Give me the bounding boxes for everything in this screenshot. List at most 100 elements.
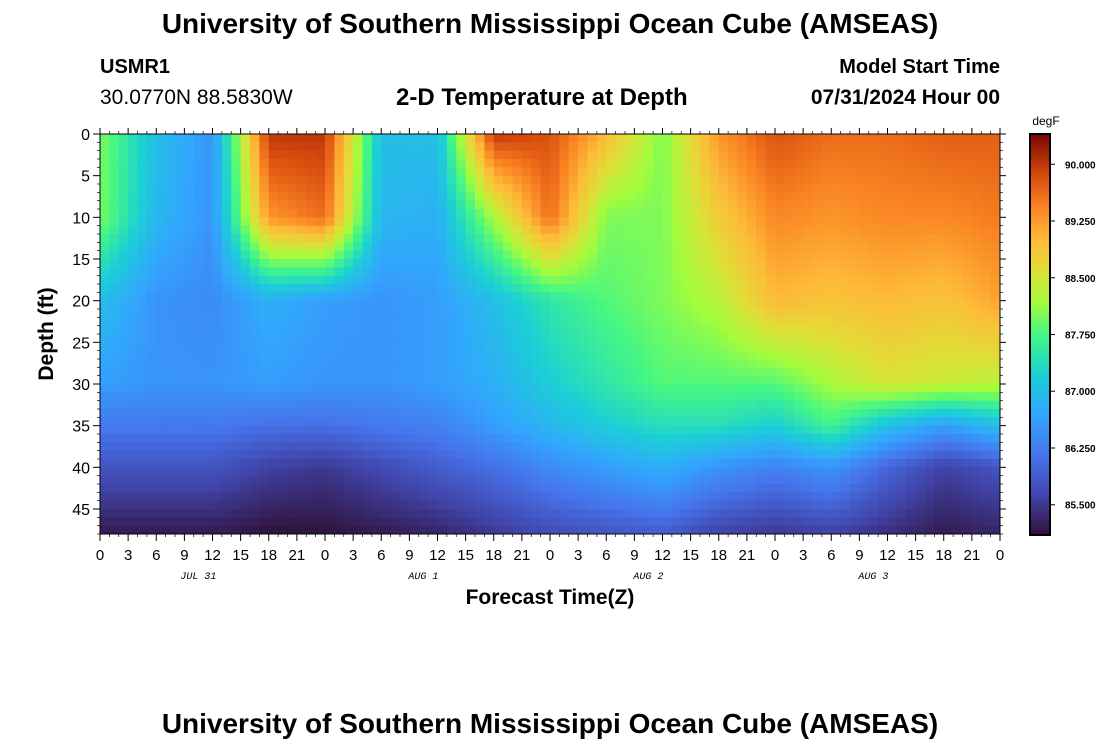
heatmap-cell: [512, 217, 523, 227]
heatmap-cell: [334, 509, 345, 518]
heatmap-cell: [709, 284, 720, 293]
heatmap-cell: [428, 250, 439, 260]
heatmap-cell: [821, 434, 832, 443]
heatmap-cell: [953, 167, 964, 177]
heatmap-cell: [437, 400, 448, 410]
heatmap-cell: [325, 525, 335, 534]
heatmap-cell: [409, 292, 420, 302]
heatmap-cell: [606, 517, 617, 527]
heatmap-cell: [625, 159, 635, 168]
heatmap-cell: [240, 142, 251, 152]
heatmap-cell: [784, 375, 795, 385]
heatmap-cell: [221, 475, 232, 485]
heatmap-cell: [231, 459, 242, 468]
heatmap-cell: [128, 217, 139, 227]
heatmap-cell: [596, 467, 607, 477]
heatmap-cell: [812, 475, 823, 485]
heatmap-cell: [953, 225, 964, 235]
heatmap-cell: [896, 175, 907, 185]
heatmap-cell: [343, 467, 354, 477]
heatmap-cell: [503, 500, 514, 510]
heatmap-cell: [662, 275, 673, 285]
heatmap-cell: [493, 400, 504, 410]
heatmap-cell: [709, 350, 720, 360]
heatmap-cell: [109, 159, 120, 168]
heatmap-cell: [971, 425, 982, 435]
heatmap-cell: [709, 134, 720, 143]
heatmap-cell: [446, 267, 457, 277]
heatmap-cell: [325, 234, 335, 243]
heatmap-cell: [906, 275, 917, 285]
heatmap-cell: [662, 500, 673, 510]
heatmap-cell: [850, 425, 860, 435]
heatmap-cell: [596, 325, 607, 335]
heatmap-cell: [287, 475, 298, 485]
heatmap-cell: [193, 175, 204, 185]
heatmap-cell: [493, 209, 504, 218]
heatmap-cell: [118, 475, 129, 485]
heatmap-cell: [671, 309, 682, 318]
heatmap-cell: [700, 242, 710, 252]
heatmap-cell: [128, 467, 139, 477]
heatmap-cell: [812, 450, 823, 460]
heatmap-cell: [362, 400, 373, 410]
heatmap-cell: [512, 492, 523, 502]
heatmap-cell: [793, 267, 804, 277]
heatmap-cell: [962, 442, 973, 452]
heatmap-cell: [137, 342, 148, 352]
heatmap-cell: [718, 225, 729, 235]
heatmap-cell: [418, 175, 429, 185]
heatmap-cell: [343, 500, 354, 510]
heatmap-cell: [371, 184, 382, 193]
heatmap-cell: [493, 184, 504, 193]
heatmap-cell: [737, 359, 748, 368]
heatmap-cell: [184, 200, 195, 210]
heatmap-cell: [784, 384, 795, 393]
heatmap-cell: [437, 184, 448, 193]
heatmap-cell: [559, 217, 570, 227]
heatmap-cell: [268, 492, 279, 502]
heatmap-cell: [840, 209, 851, 218]
heatmap-cell: [465, 142, 476, 152]
heatmap-cell: [381, 484, 392, 493]
heatmap-cell: [315, 150, 326, 160]
heatmap-cell: [934, 200, 945, 210]
heatmap-cell: [662, 225, 673, 235]
heatmap-cell: [165, 134, 176, 143]
heatmap-cell: [353, 434, 364, 443]
heatmap-cell: [137, 317, 148, 327]
heatmap-cell: [334, 159, 345, 168]
heatmap-cell: [268, 142, 279, 152]
heatmap-cell: [643, 425, 654, 435]
heatmap-cell: [831, 309, 842, 318]
heatmap-cell: [193, 167, 204, 177]
heatmap-cell: [259, 392, 270, 402]
heatmap-cell: [690, 259, 701, 268]
heatmap-cell: [934, 367, 945, 377]
heatmap-cell: [943, 434, 954, 443]
heatmap-cell: [934, 150, 945, 160]
heatmap-cell: [175, 350, 185, 360]
heatmap-cell: [109, 209, 120, 218]
heatmap-cell: [118, 309, 129, 318]
heatmap-cell: [418, 275, 429, 285]
heatmap-cell: [521, 284, 532, 293]
heatmap-cell: [212, 334, 223, 343]
heatmap-cell: [718, 192, 729, 202]
heatmap-cell: [775, 350, 785, 360]
heatmap-cell: [653, 409, 664, 418]
heatmap-cell: [400, 317, 410, 327]
heatmap-cell: [737, 467, 748, 477]
x-tick-label: 15: [682, 547, 699, 564]
heatmap-cell: [437, 317, 448, 327]
heatmap-cell: [568, 200, 579, 210]
heatmap-cell: [362, 275, 373, 285]
heatmap-cell: [146, 234, 157, 243]
heatmap-cell: [550, 142, 560, 152]
heatmap-cell: [953, 425, 964, 435]
heatmap-cell: [100, 309, 110, 318]
heatmap-cell: [671, 500, 682, 510]
heatmap-cell: [118, 500, 129, 510]
heatmap-cell: [971, 209, 982, 218]
heatmap-cell: [278, 234, 289, 243]
